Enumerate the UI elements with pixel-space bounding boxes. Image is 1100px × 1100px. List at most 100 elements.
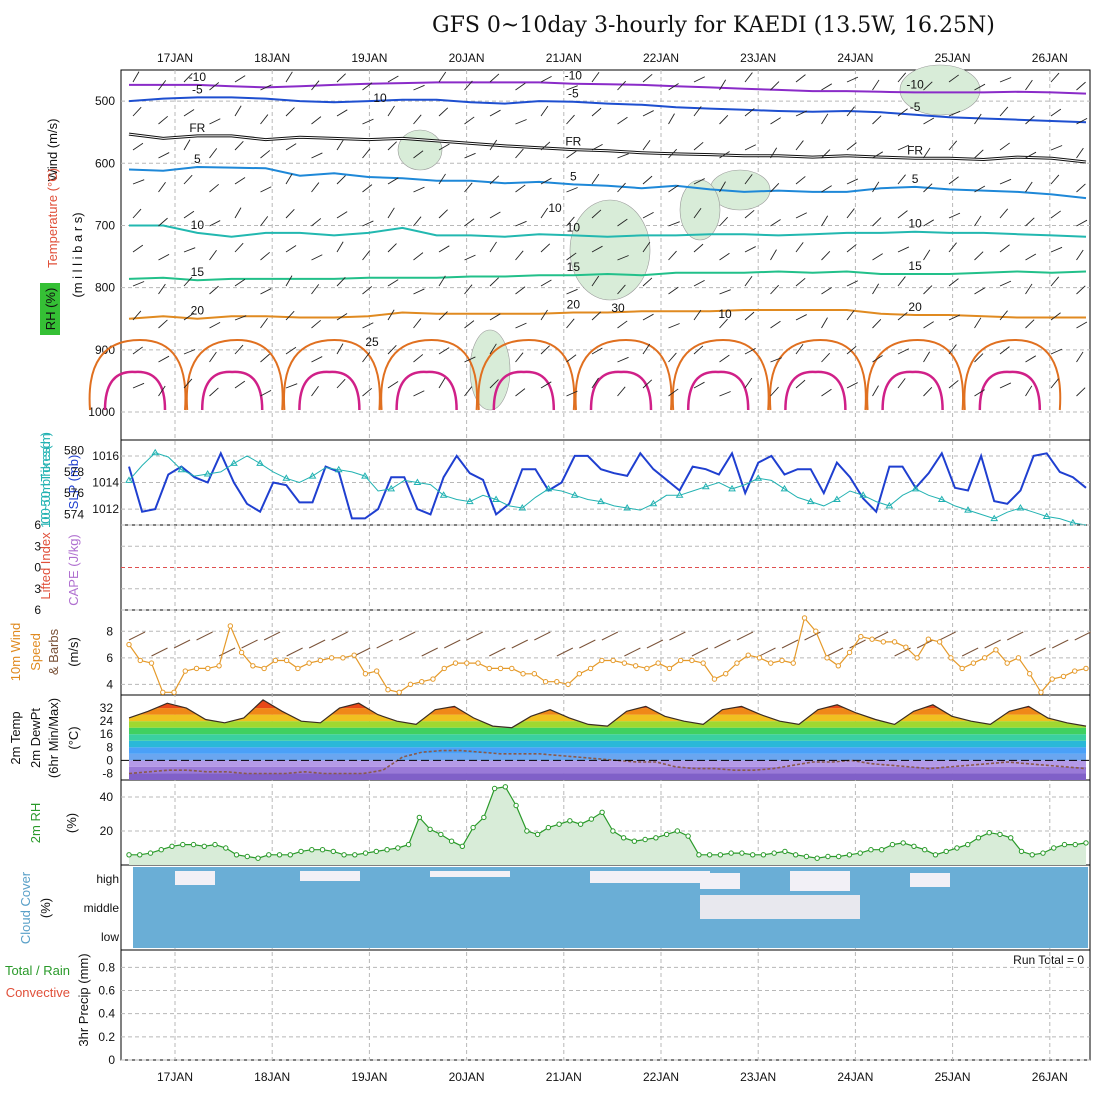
rh2m-point	[502, 784, 509, 790]
wind-barb	[311, 356, 323, 363]
wind-barb	[821, 113, 829, 125]
wind10m-axis-titles: 10m Wind Speed & Barbs (m/s)	[8, 623, 81, 682]
temp-tick-label: 0	[106, 753, 113, 767]
thickness-marker	[361, 472, 369, 479]
wind10m-speed-point	[925, 636, 932, 642]
wind10m-speed-point	[790, 660, 796, 666]
wind-barb	[387, 207, 395, 219]
wind-barb	[1076, 117, 1088, 125]
wind10m-barb	[286, 647, 303, 657]
wind10m-speed-point	[193, 665, 200, 672]
wind-barb	[260, 114, 269, 125]
wind-barb	[362, 118, 374, 125]
temp-bands	[129, 699, 1086, 780]
wind-barb	[974, 215, 982, 227]
wind10m-speed-point	[914, 655, 920, 661]
wind-barb	[897, 210, 908, 219]
wind-barb	[234, 105, 242, 117]
wind-barb	[923, 249, 931, 261]
wind-barb	[591, 173, 600, 185]
isotherm-label: 5	[194, 152, 201, 166]
wind-barb	[158, 115, 168, 125]
wind10m-axis-title-3: & Barbs	[46, 628, 61, 675]
wind-barb	[770, 320, 781, 329]
contour-value-label: 25	[365, 335, 379, 349]
wind10m-speed-point	[801, 615, 808, 621]
rh2m-point	[1051, 845, 1057, 851]
wind10m-speed-point	[700, 660, 706, 666]
wind10m-speed-point	[768, 660, 774, 666]
rh2m-point	[330, 848, 337, 855]
rh2m-point	[362, 850, 369, 856]
wind-barb	[540, 141, 551, 151]
temp-color-band	[129, 734, 1086, 741]
isotherm-30-arc	[492, 370, 556, 411]
cloud-middle-gap	[700, 895, 860, 919]
isotherm-label: -10	[565, 69, 583, 83]
wind10m-speed-point	[644, 665, 650, 672]
wind-barb	[438, 245, 450, 253]
wind-barb	[795, 74, 806, 83]
wind10m-barb	[669, 631, 686, 641]
wind-barb	[974, 149, 984, 159]
wind-barb	[897, 108, 908, 117]
wind10m-speed-point	[666, 665, 673, 672]
wind-barb	[362, 286, 373, 295]
wind-barb	[846, 382, 858, 389]
wind-barb	[795, 344, 804, 355]
rh2m-point	[599, 809, 605, 815]
wind-barb	[311, 116, 322, 125]
wind-barb	[744, 276, 753, 287]
wind-barb	[566, 318, 575, 329]
wind-barb	[744, 311, 755, 321]
wind-barb	[413, 114, 422, 125]
wind10m-barb	[849, 639, 866, 649]
wind-barb	[999, 310, 1008, 321]
wind-barb	[209, 285, 219, 295]
wind-barb	[183, 276, 193, 287]
wind-barb	[744, 209, 755, 219]
wind-barb	[464, 182, 473, 193]
thickness-tick-label: 578	[64, 465, 84, 479]
rh2m-point	[147, 850, 154, 856]
isotherm-label: 20	[908, 300, 922, 314]
rh2m-point	[373, 848, 380, 855]
li-axis-titles: Lifted Index CAPE (J/kg)	[38, 532, 81, 606]
precip-tick-label: 0.8	[98, 960, 115, 974]
wind-barb	[821, 317, 828, 329]
rh2m-point	[803, 853, 810, 860]
wind-barb	[336, 139, 344, 151]
wind-barb	[566, 150, 577, 159]
thickness-marker	[256, 459, 264, 466]
wind-barb	[413, 216, 422, 227]
thickness-tick-label: 574	[64, 507, 84, 521]
temp-tick-label: 24	[100, 714, 114, 728]
rh2m-point	[889, 841, 896, 848]
wind10m-speed-point	[475, 660, 481, 666]
thickness-marker	[701, 482, 710, 490]
wind-barb	[413, 390, 425, 397]
pressure-tick-label: 600	[95, 156, 115, 170]
wind10m-speed-point	[531, 671, 538, 677]
rh2m-point	[868, 847, 874, 853]
wind-barb	[897, 378, 906, 389]
wind-barb	[336, 378, 346, 389]
rh2m-point	[405, 841, 412, 848]
wind-barb	[923, 321, 934, 329]
temp-tick-label: 8	[106, 740, 113, 754]
cloud-row-label: middle	[84, 901, 120, 915]
wind10m-barb	[1006, 631, 1024, 641]
rh2m-point	[717, 852, 724, 858]
wind10m-barb	[331, 631, 348, 641]
wind10m-speed-point	[205, 665, 211, 672]
rh2m-point	[126, 852, 132, 858]
contour-value-label: 30	[611, 301, 625, 315]
thickness-marker	[780, 484, 789, 492]
wind-barb	[642, 140, 651, 151]
isotherm-25-arc	[477, 338, 576, 411]
bottom-date-label: 23JAN	[740, 1070, 776, 1084]
wind-barb	[260, 251, 270, 261]
wind-barb	[770, 249, 777, 261]
wind10m-barb	[691, 647, 709, 657]
